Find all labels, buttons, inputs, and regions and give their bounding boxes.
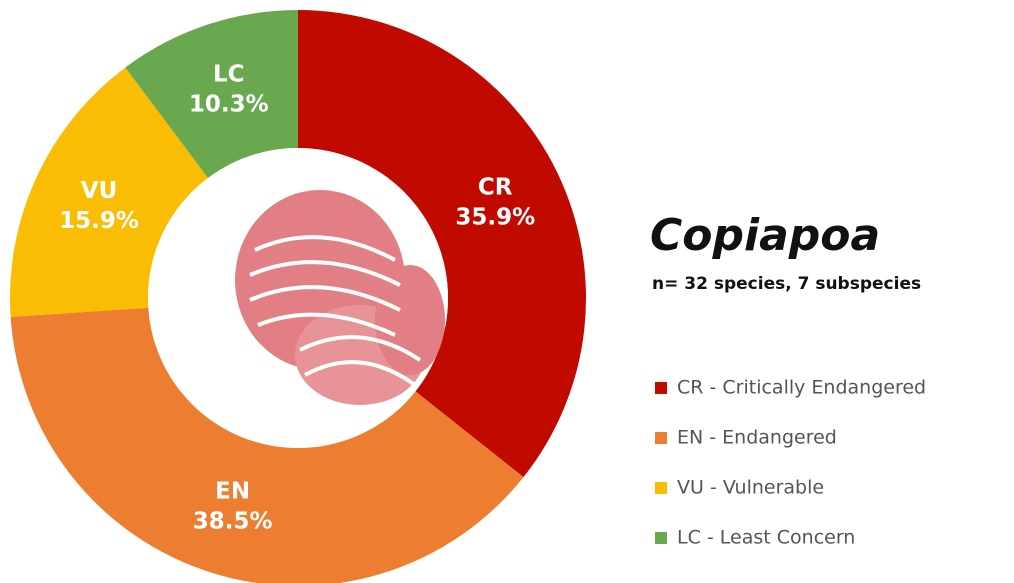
slice-value: 15.9% xyxy=(59,208,139,234)
chart-subtitle: n= 32 species, 7 subspecies xyxy=(652,274,921,294)
slice-value: 38.5% xyxy=(193,509,273,535)
slice-value: 10.3% xyxy=(189,92,269,118)
legend-swatch xyxy=(655,532,667,544)
slice-category: CR xyxy=(478,174,513,200)
legend-swatch xyxy=(655,382,667,394)
legend-entry: LC - Least Concern xyxy=(677,527,855,549)
legend-entry: EN - Endangered xyxy=(677,427,837,449)
legend-swatch xyxy=(655,482,667,494)
slice-category: EN xyxy=(215,479,250,505)
slice-value: 35.9% xyxy=(455,204,535,230)
slice-category: LC xyxy=(213,62,245,88)
legend-swatch xyxy=(655,432,667,444)
legend-entry: VU - Vulnerable xyxy=(677,477,824,499)
legend-entry: CR - Critically Endangered xyxy=(677,377,926,399)
slice-category: VU xyxy=(81,178,117,204)
chart-title: Copiapoa xyxy=(650,210,880,261)
chart: Copiapoa n= 32 species, 7 subspecies CR 3… xyxy=(0,0,1014,583)
